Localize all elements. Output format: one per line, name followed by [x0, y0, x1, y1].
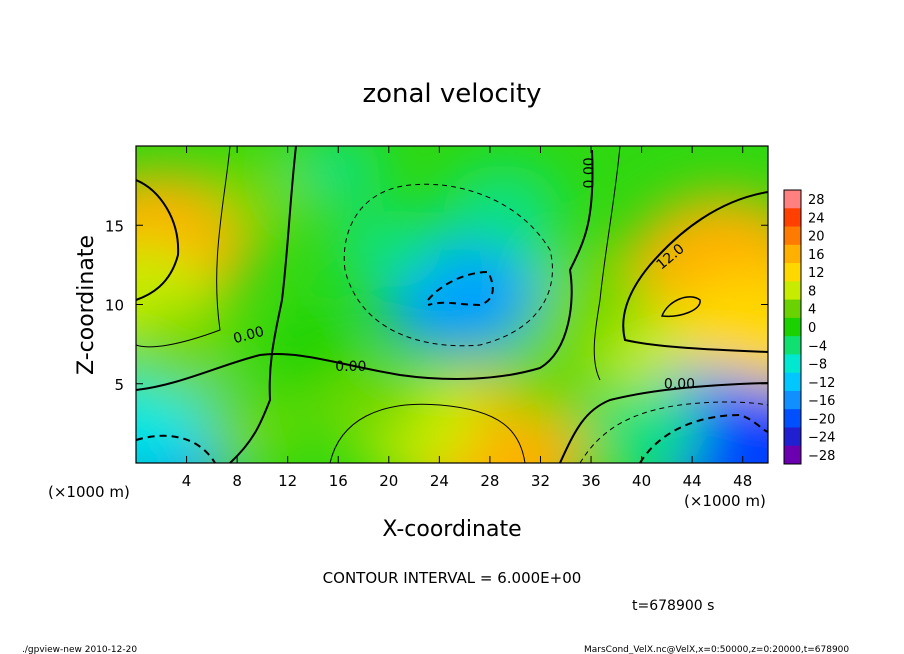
colorbar-label-6: 4: [808, 303, 816, 318]
y-tick-label-5: 5: [114, 376, 124, 394]
colorbar-label-7: 0: [808, 321, 816, 336]
x-tick-label-28: 28: [480, 472, 499, 490]
y-axis-label: Z-coordinate: [74, 235, 99, 375]
time-label: t=678900 s: [632, 598, 714, 614]
colorbar-label-1: 24: [808, 211, 825, 226]
colorbar-label-4: 12: [808, 266, 825, 281]
contour-dashed-center: [343, 183, 553, 347]
contour-positive-left: [136, 179, 180, 301]
x-unit-right: (×1000 m): [684, 492, 766, 510]
contour-thin-left: [136, 146, 231, 348]
contour-thin-bottom: [329, 403, 526, 463]
contour-label-2: 0.00: [582, 157, 598, 188]
chart-title: zonal velocity: [362, 79, 541, 109]
colorbar-swatch-4: [784, 263, 801, 282]
y-axis: 5 10 15: [105, 217, 768, 394]
heatmap-blob-2: [210, 153, 315, 234]
colorbar-swatch-11: [784, 390, 801, 410]
contour-label-0: 0.00: [335, 359, 366, 375]
colorbar-swatch-12: [784, 409, 801, 428]
heatmap-blob-12: [532, 251, 650, 342]
x-axis-label: X-coordinate: [382, 517, 521, 542]
x-axis: 4 8 12 16 20 24 28 32 36 40 44 48: [182, 146, 752, 490]
contour-lines: [136, 146, 768, 463]
colorbar-label-11: −16: [808, 394, 835, 409]
x-tick-label-24: 24: [430, 472, 449, 490]
colorbar-label-0: 28: [808, 193, 825, 208]
colorbar-label-2: 20: [808, 230, 825, 245]
colorbar-swatch-2: [784, 226, 801, 246]
contour-interval-text: CONTOUR INTERVAL = 6.000E+00: [323, 569, 582, 587]
plot-area: [136, 146, 768, 463]
heatmap-blob-10: [664, 271, 768, 402]
heatmap-blob-25: [136, 307, 246, 398]
colorbar-swatch-6: [784, 299, 801, 319]
colorbar-swatch-1: [784, 208, 801, 228]
heatmap-blob-23: [494, 330, 612, 421]
colorbar-label-14: −28: [808, 449, 835, 464]
colorbar-swatch-9: [784, 354, 801, 374]
x-tick-label-48: 48: [733, 472, 752, 490]
colorbar-swatch-13: [784, 427, 801, 447]
colorbar-label-3: 16: [808, 248, 825, 263]
contour-inner-right: [660, 296, 701, 318]
colorbar-swatch-5: [784, 281, 801, 301]
heatmap-blob-3: [292, 146, 384, 205]
colorbar: 28 24 20 16 12 8 4 0 −4 −8 −12 −16 −20 −24 −28: [783, 189, 835, 465]
colorbar-label-12: −20: [808, 412, 835, 427]
y-tick-label-15: 15: [105, 217, 124, 235]
x-tick-label-36: 36: [581, 472, 600, 490]
colorbar-swatch-14: [784, 445, 801, 465]
contour-negative-center: [427, 270, 494, 307]
contour-dashed-lower-right: [639, 413, 768, 463]
x-tick-label-8: 8: [232, 472, 242, 490]
heatmap-blob-24: [267, 317, 359, 388]
footer-right-note: MarsCond_VelX.nc@VelX,x=0:50000,z=0:2000…: [584, 645, 849, 654]
y-tick-label-10: 10: [105, 297, 124, 315]
x-unit-left: (×1000 m): [48, 483, 130, 501]
colorbar-swatch-0: [784, 190, 801, 209]
colorbar-label-5: 8: [808, 284, 816, 299]
colorbar-swatch-3: [784, 244, 801, 264]
colorbar-label-13: −24: [808, 431, 835, 446]
colorbar-swatch-10: [784, 372, 801, 392]
heatmap-blob-22: [201, 393, 299, 463]
x-tick-label-44: 44: [683, 472, 702, 490]
colorbar-label-9: −8: [808, 358, 827, 373]
x-tick-label-32: 32: [531, 472, 550, 490]
colorbar-frame: [783, 189, 802, 465]
contour-label-1: 0.00: [232, 324, 266, 348]
contour-thin-right: [593, 146, 621, 381]
contour-zero-left: [136, 149, 594, 391]
footer-left-note: ./gpview-new 2010-12-20: [22, 645, 137, 654]
heatmap-field: [136, 146, 768, 463]
contour-zero-vertical: [229, 146, 297, 463]
contour-twelve-right: [622, 191, 768, 353]
x-tick-label-4: 4: [182, 472, 192, 490]
colorbar-swatch-8: [784, 336, 801, 355]
colorbar-label-8: −4: [808, 339, 827, 354]
x-tick-label-20: 20: [379, 472, 398, 490]
x-tick-label-40: 40: [632, 472, 651, 490]
contour-dashed-bottom-mid: [579, 401, 768, 463]
x-tick-label-16: 16: [329, 472, 348, 490]
colorbar-label-10: −12: [808, 376, 835, 391]
contour-zero-right: [559, 382, 768, 463]
x-tick-label-12: 12: [278, 472, 297, 490]
heatmap-blob-6: [444, 164, 562, 255]
colorbar-swatch-7: [784, 317, 801, 337]
heatmap-blob-7: [336, 209, 441, 290]
contour-label-4: 0.00: [664, 377, 695, 393]
